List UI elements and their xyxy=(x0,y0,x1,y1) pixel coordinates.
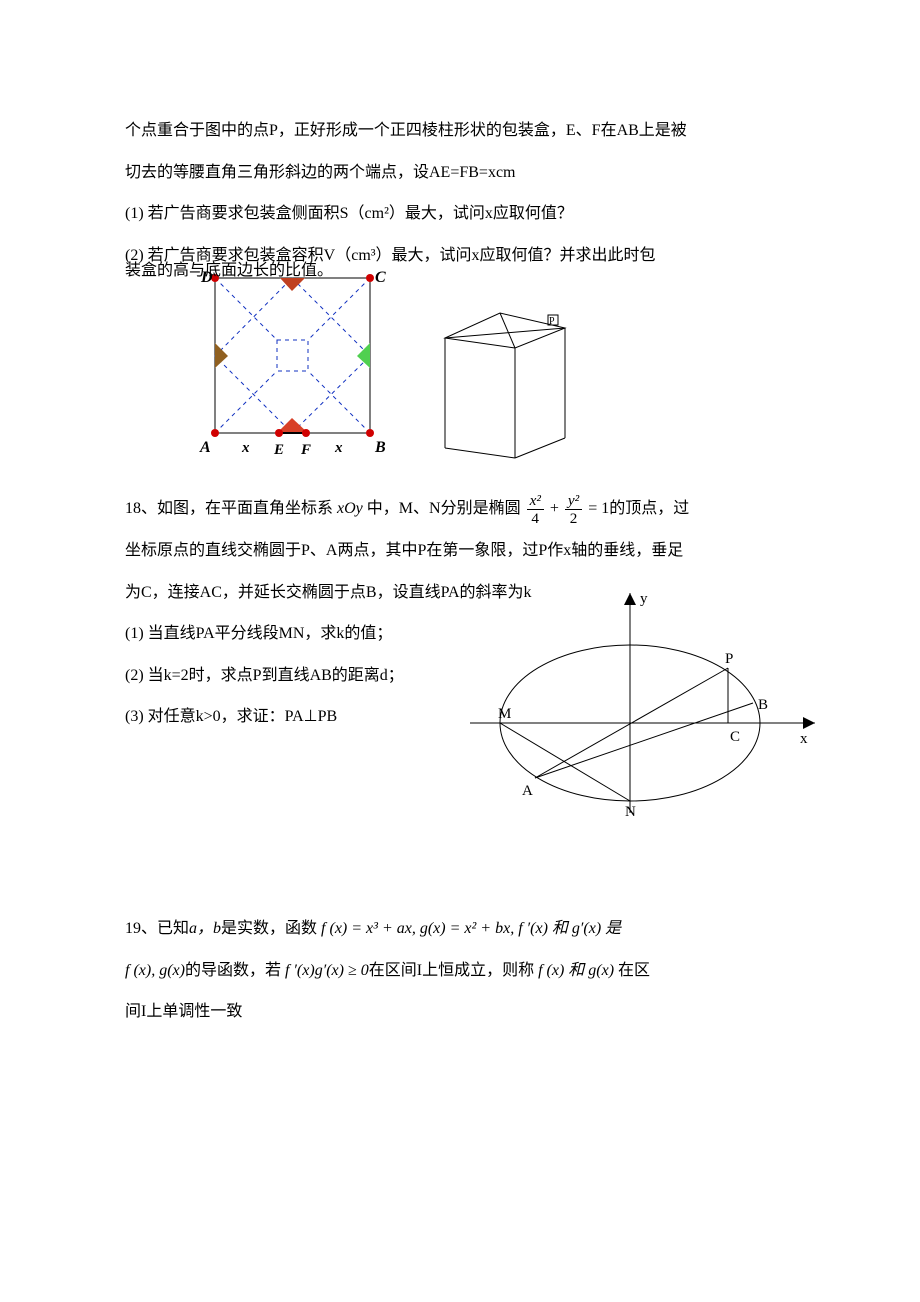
p18-line2: 坐标原点的直线交椭圆于P、A两点，其中P在第一象限，过P作x轴的垂线，垂足 xyxy=(125,530,800,572)
p18-xoy: xOy xyxy=(337,500,363,517)
p18-intro-a: 18、如图，在平面直角坐标系 xyxy=(125,500,337,517)
p19-l1b: 是实数，函数 xyxy=(221,920,321,937)
p19-cond: f ′(x)g′(x) ≥ 0 xyxy=(285,962,369,979)
p19-fx: f (x) = x³ + ax, g(x) = x² + bx, xyxy=(321,920,514,937)
svg-text:x: x xyxy=(241,440,250,456)
page-root: 个点重合于图中的点P，正好形成一个正四棱柱形状的包装盒，E、F在AB上是被 切去… xyxy=(0,0,920,1133)
p17-box-diagram: P xyxy=(430,283,590,468)
p18-ellipse-figure: x y M N A P B C xyxy=(470,583,830,818)
p19-l2b: 的导函数，若 xyxy=(185,962,285,979)
p19-l1c: f ′(x) 和 g′(x) 是 xyxy=(514,920,621,937)
svg-text:M: M xyxy=(498,706,511,722)
p17-q2b: 装盒的高与底面边长的比值。 xyxy=(125,250,333,292)
p17-line1: 个点重合于图中的点P，正好形成一个正四棱柱形状的包装盒，E、F在AB上是被 xyxy=(125,110,800,152)
p18-intro-c: 的顶点，过 xyxy=(609,500,689,517)
p19-line2: f (x), g(x)的导函数，若 f ′(x)g′(x) ≥ 0在区间I上恒成… xyxy=(125,950,800,992)
p18-block: 18、如图，在平面直角坐标系 xOy 中，M、N分别是椭圆 x²4 + y²2 … xyxy=(125,488,800,738)
svg-text:C: C xyxy=(730,729,740,745)
svg-text:C: C xyxy=(375,269,386,286)
p19-l2c: 在区间I上恒成立，则称 xyxy=(369,962,538,979)
p17-line2: 切去的等腰直角三角形斜边的两个端点，设AE=FB=xcm xyxy=(125,152,800,194)
svg-text:A: A xyxy=(199,439,211,456)
svg-text:x: x xyxy=(800,731,808,747)
svg-text:B: B xyxy=(374,439,386,456)
svg-text:F: F xyxy=(300,442,311,458)
p17-square-diagram: D C A B E F x x xyxy=(195,268,390,468)
svg-text:A: A xyxy=(522,783,533,799)
p19-l2d: 在区 xyxy=(614,962,650,979)
p17-q1: (1) 若广告商要求包装盒侧面积S（cm²）最大，试问x应取何值？ xyxy=(125,193,800,235)
p19-ab: a，b xyxy=(189,920,221,937)
p17-figure-row: D C A B E F x x P xyxy=(195,268,800,468)
svg-text:P: P xyxy=(725,651,733,667)
p19-l2a: f (x), g(x) xyxy=(125,962,185,979)
svg-text:x: x xyxy=(334,440,343,456)
svg-text:N: N xyxy=(625,804,636,818)
p18-plus: + xyxy=(546,500,563,517)
svg-text:B: B xyxy=(758,697,768,713)
p18-frac2: y²2 xyxy=(565,492,582,528)
svg-text:E: E xyxy=(273,442,284,458)
p19-line3: 间I上单调性一致 xyxy=(125,991,800,1033)
p19-line1: 19、已知a，b是实数，函数 f (x) = x³ + ax, g(x) = x… xyxy=(125,908,800,950)
p18-frac1: x²4 xyxy=(527,492,544,528)
svg-text:y: y xyxy=(640,591,648,607)
p18-eq1: = 1 xyxy=(584,500,609,517)
svg-text:P: P xyxy=(549,316,555,327)
p19-fg: f (x) 和 g(x) xyxy=(538,962,614,979)
p19-l1a: 19、已知 xyxy=(125,920,189,937)
p18-intro-b: 中，M、N分别是椭圆 xyxy=(363,500,525,517)
p18-intro: 18、如图，在平面直角坐标系 xOy 中，M、N分别是椭圆 x²4 + y²2 … xyxy=(125,488,800,530)
